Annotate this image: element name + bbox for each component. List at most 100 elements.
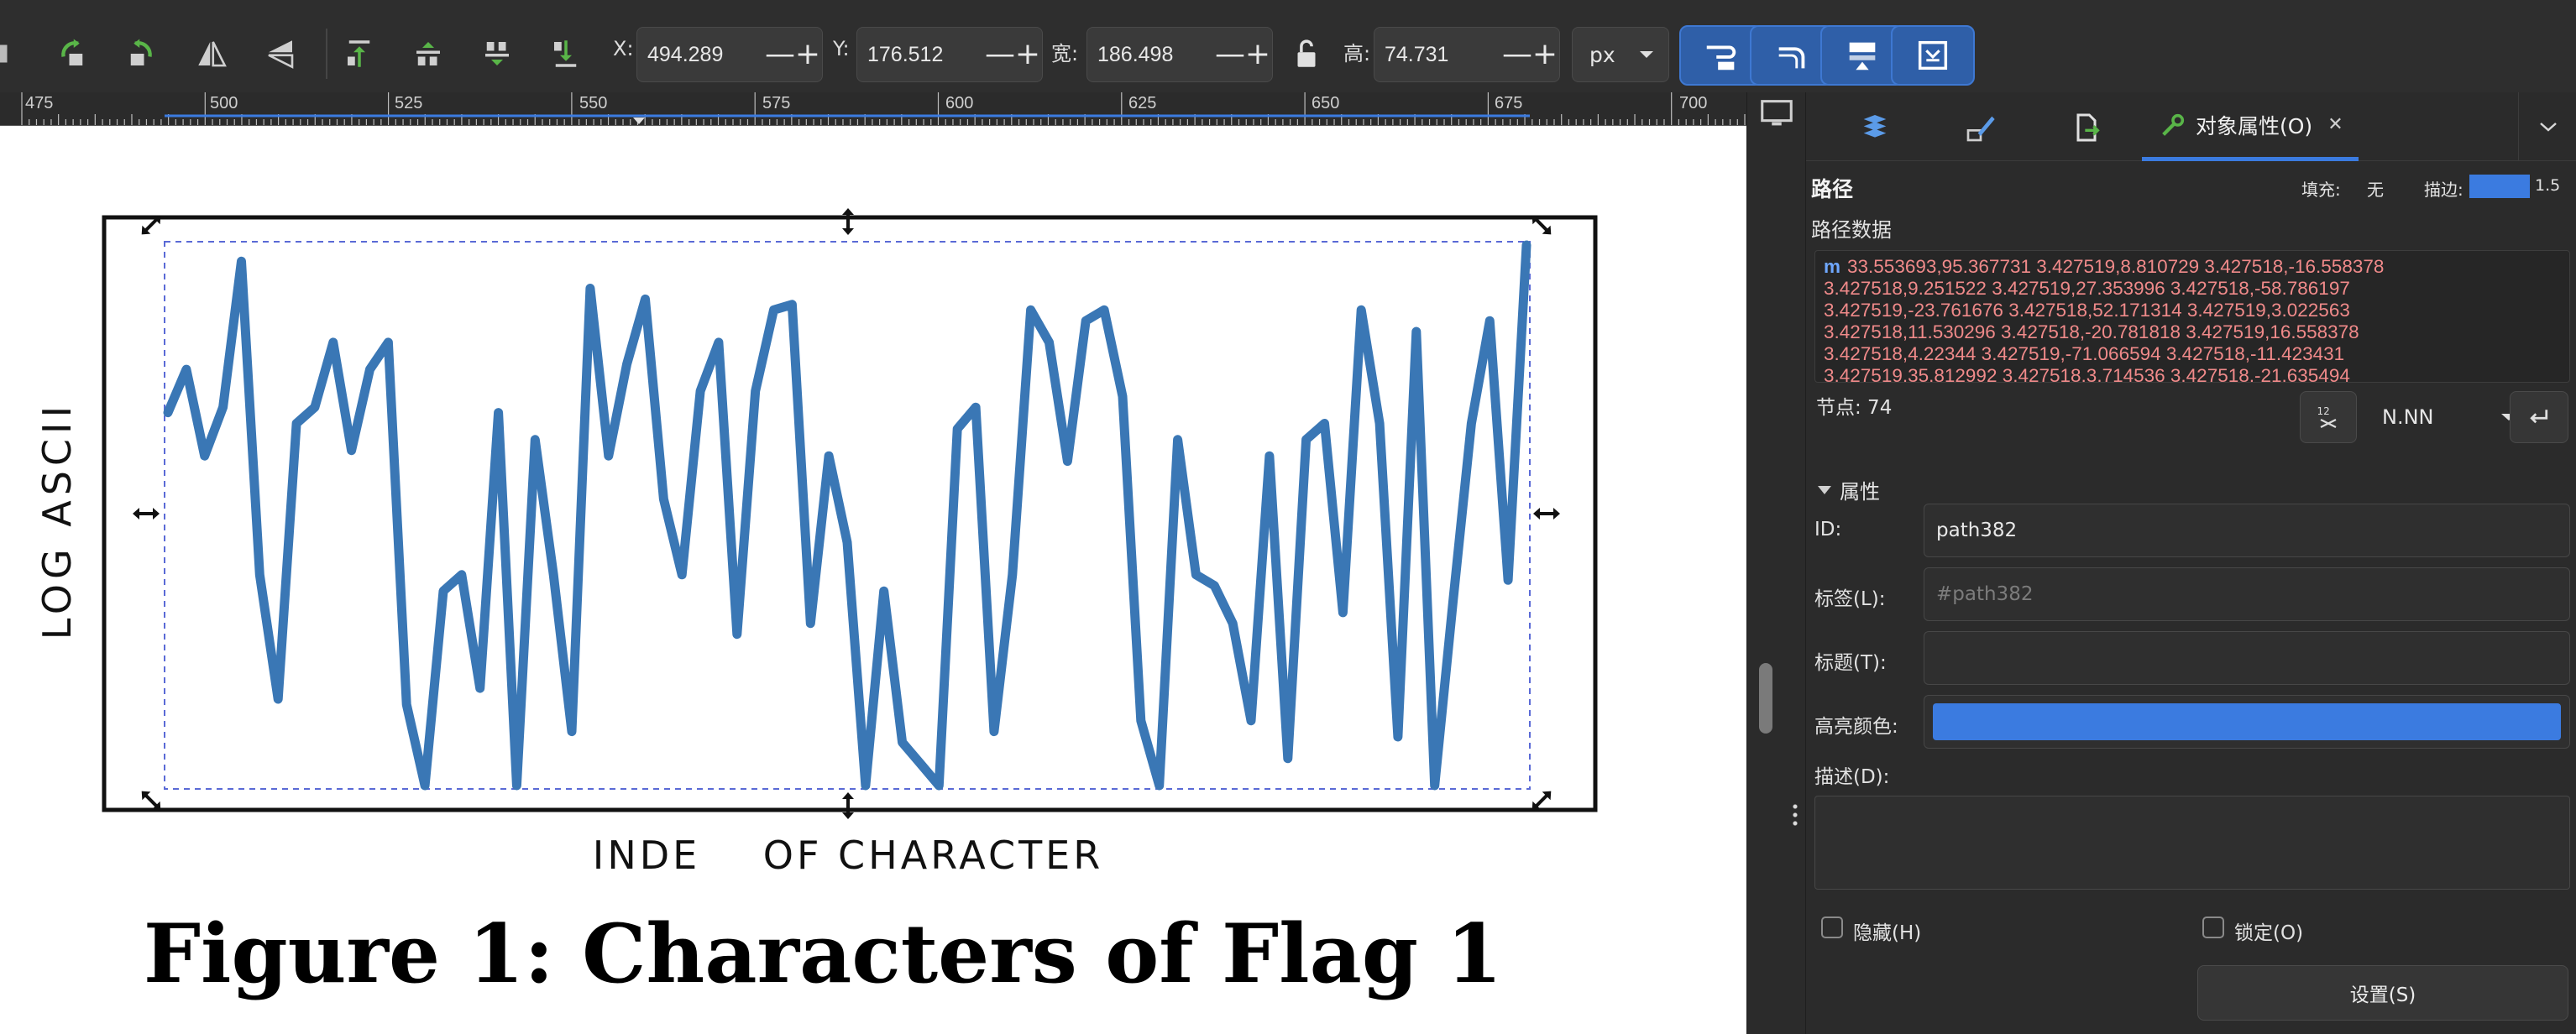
close-tab-icon[interactable]: ✕ [2327, 114, 2343, 135]
x-increment-button[interactable]: + [794, 37, 821, 71]
path-data-line: 3.427519,-23.761676 3.427518,52.171314 3… [1824, 300, 2350, 321]
ruler-label: 675 [1495, 94, 1523, 112]
height-spinbox[interactable]: 74.731 — + [1374, 27, 1560, 82]
width-spinbox[interactable]: 186.498 — + [1086, 27, 1273, 82]
width-increment-button[interactable]: + [1244, 37, 1271, 71]
y-value[interactable]: 176.512 [867, 42, 944, 66]
y-decrement-button[interactable]: — [985, 37, 1015, 71]
handle-e[interactable] [1533, 508, 1560, 520]
layers-icon [1863, 115, 1887, 138]
transform-icon[interactable] [0, 30, 22, 77]
y-spinbox[interactable]: 176.512 — + [856, 27, 1043, 82]
highlight-color-field[interactable] [1924, 695, 2570, 749]
height-label: 高: [1343, 42, 1371, 65]
path-data-line: 3.427518,4.22344 3.427519,-71.066594 3.4… [1824, 343, 2345, 364]
width-label: 宽: [1051, 42, 1079, 65]
unit-dropdown[interactable]: px [1572, 27, 1669, 82]
transform-patterns-button[interactable] [1891, 25, 1975, 86]
drawing-canvas[interactable]: LOG ASCII INDE OF CHARACTER Figure 1: Ch… [0, 126, 1746, 1034]
drag-handle-icon[interactable] [1793, 802, 1798, 826]
ruler-label: 650 [1312, 94, 1340, 112]
scale-corners-button[interactable] [1750, 25, 1834, 86]
scale-stroke-button[interactable] [1679, 25, 1763, 86]
set-button[interactable]: 设置(S) [2197, 965, 2568, 1021]
display-icon[interactable] [1757, 97, 1796, 131]
fill-stroke-tab[interactable] [1957, 104, 2004, 151]
height-decrement-button[interactable]: — [1502, 37, 1532, 71]
title-label: 标题(T): [1814, 652, 1887, 674]
object-properties-dock: 对象属性(O) ✕ 路径 填充: 无 描边: 1.5 路径数据 m 33.5536… [1805, 92, 2576, 1034]
dock-tab-bar: 对象属性(O) ✕ [1806, 92, 2576, 161]
lock-label: 锁定(O) [2234, 922, 2304, 944]
export-icon [2076, 113, 2100, 142]
width-value[interactable]: 186.498 [1097, 42, 1174, 66]
precision-button[interactable]: 12 [2300, 391, 2357, 443]
ruler-label: 600 [945, 94, 974, 112]
handle-s[interactable] [842, 792, 854, 819]
chevron-down-icon [2539, 123, 2557, 132]
title-field[interactable] [1924, 631, 2570, 685]
attributes-expander[interactable]: 属性 [1816, 475, 1880, 504]
dock-menu-button[interactable] [2518, 92, 2576, 161]
handle-se[interactable] [1528, 787, 1556, 815]
rotate-ccw-icon[interactable] [49, 30, 96, 77]
scale-corners-icon [1778, 47, 1805, 69]
precision-dropdown[interactable]: N.NN [2369, 391, 2533, 443]
ruler-label: 475 [25, 94, 54, 112]
layers-tab[interactable] [1851, 104, 1898, 151]
horizontal-ruler[interactable]: 475 500 525 550 575 600 625 650 675 700 [0, 92, 1746, 126]
scrollbar-thumb[interactable] [1759, 663, 1772, 734]
handle-sw[interactable] [138, 787, 165, 815]
x-value[interactable]: 494.289 [647, 42, 724, 66]
flip-horizontal-icon[interactable] [188, 30, 235, 77]
path-data-editor[interactable]: m 33.553693,95.367731 3.427519,8.810729 3… [1814, 250, 2570, 383]
path-command: m [1824, 256, 1841, 277]
enter-icon [2530, 410, 2548, 424]
ruler-label: 525 [395, 94, 423, 112]
lock-checkbox[interactable] [2202, 916, 2224, 938]
wrench-icon [2162, 113, 2185, 136]
x-spinbox[interactable]: 494.289 — + [636, 27, 823, 82]
width-decrement-button[interactable]: — [1215, 37, 1245, 71]
y-increment-button[interactable]: + [1014, 37, 1041, 71]
lock-ratio-icon[interactable] [1283, 30, 1330, 77]
export-tab[interactable] [2063, 104, 2110, 151]
rotate-cw-icon[interactable] [118, 30, 165, 77]
y-axis-label: LOG ASCII [34, 400, 80, 640]
description-textarea[interactable] [1814, 796, 2570, 890]
x-decrement-button[interactable]: — [765, 37, 795, 71]
lower-to-bottom-icon[interactable] [542, 30, 589, 77]
stroke-width-value: 1.5 [2535, 176, 2561, 195]
transform-gradients-icon [1849, 42, 1876, 70]
apply-path-button[interactable] [2510, 391, 2568, 443]
handle-n[interactable] [842, 208, 854, 235]
hide-checkbox[interactable] [1821, 916, 1843, 938]
lower-icon[interactable] [474, 30, 521, 77]
flip-vertical-icon[interactable] [257, 30, 304, 77]
height-value[interactable]: 74.731 [1385, 42, 1449, 66]
path-data-line: 3.427518,9.251522 3.427519,27.353996 3.4… [1824, 278, 2350, 299]
height-increment-button[interactable]: + [1531, 37, 1558, 71]
tab-object-properties[interactable]: 对象属性(O) ✕ [2142, 92, 2359, 161]
highlight-color-label: 高亮颜色: [1814, 716, 1898, 738]
ruler-label: 700 [1679, 94, 1708, 112]
raise-icon[interactable] [405, 30, 452, 77]
plot-frame [102, 215, 1598, 812]
tag-field[interactable]: #path382 [1924, 567, 2570, 621]
path-data-line-text: 33.553693,95.367731 3.427519,8.810729 3.… [1847, 256, 2385, 277]
highlight-color-swatch[interactable] [1933, 703, 2561, 740]
x-axis-label: INDE OF CHARACTER [592, 833, 1104, 878]
fill-stroke-icon [1966, 116, 1995, 142]
selected-path[interactable] [163, 240, 1531, 791]
handle-w[interactable] [133, 508, 160, 520]
ruler-label: 625 [1128, 94, 1157, 112]
raise-to-top-icon[interactable] [336, 30, 383, 77]
transform-gradients-button[interactable] [1820, 25, 1904, 86]
handle-nw[interactable] [138, 212, 165, 239]
ruler-label: 500 [210, 94, 238, 112]
handle-ne[interactable] [1528, 212, 1556, 239]
stroke-color-swatch[interactable] [2469, 175, 2530, 198]
description-label: 描述(D): [1814, 766, 1890, 788]
id-field[interactable]: path382 [1924, 504, 2570, 557]
path-data-label: 路径数据 [1811, 218, 1892, 242]
